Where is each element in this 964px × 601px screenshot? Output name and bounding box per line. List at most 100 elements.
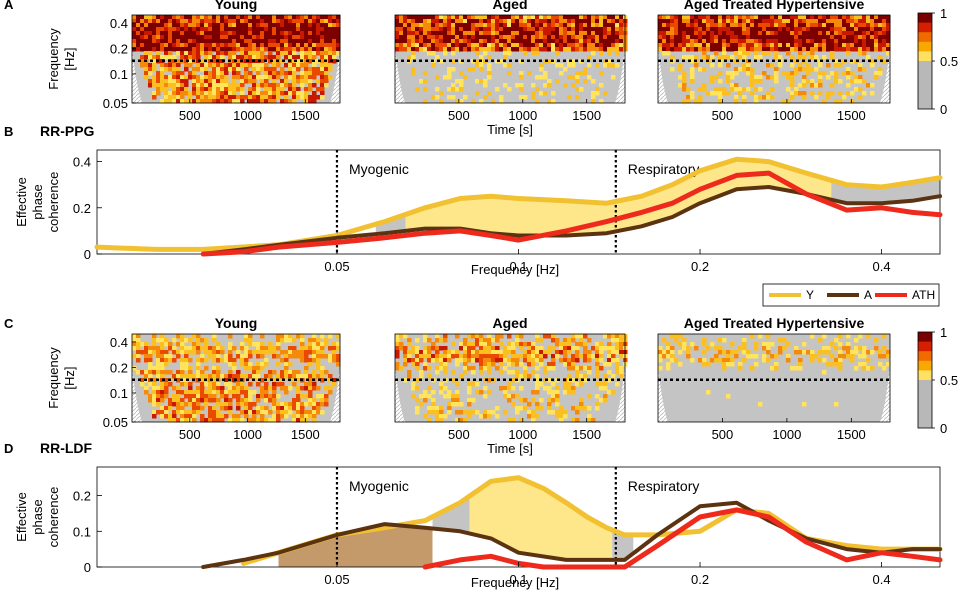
heatmap-cell bbox=[332, 346, 337, 351]
heatmap-cell bbox=[316, 362, 321, 367]
heatmap-cell bbox=[264, 15, 269, 20]
heatmap-cell bbox=[710, 35, 715, 40]
heatmap-cell bbox=[511, 342, 516, 347]
heatmap-cell bbox=[152, 342, 157, 347]
heatmap-cell bbox=[272, 350, 277, 355]
heatmap-cell bbox=[467, 342, 472, 347]
heatmap-cell bbox=[547, 15, 552, 20]
heatmap-cell bbox=[156, 43, 161, 48]
heatmap-cell bbox=[742, 342, 747, 347]
heatmap-cell bbox=[539, 35, 544, 40]
heatmap-cell bbox=[272, 99, 277, 104]
heatmap-cell bbox=[407, 354, 412, 359]
heatmap-cell bbox=[264, 350, 269, 355]
heatmap-cell bbox=[818, 35, 823, 40]
heatmap-cell bbox=[754, 31, 759, 36]
heatmap-cell bbox=[531, 370, 536, 375]
heatmap-cell bbox=[328, 51, 333, 56]
heatmap-cell bbox=[228, 354, 233, 359]
heatmap-cell bbox=[491, 31, 496, 36]
heatmap-cell bbox=[236, 55, 241, 60]
heatmap-cell bbox=[264, 71, 269, 76]
heatmap-cell bbox=[168, 402, 173, 407]
heatmap-cell bbox=[232, 91, 237, 96]
heatmap-cell bbox=[599, 71, 604, 76]
heatmap-cell bbox=[260, 75, 265, 80]
heatmap-cell bbox=[431, 39, 436, 44]
heatmap-cell bbox=[336, 23, 341, 28]
heatmap-cell bbox=[220, 39, 225, 44]
heatmap-cell bbox=[316, 346, 321, 351]
heatmap-cell bbox=[220, 19, 225, 24]
heatmap-cell bbox=[324, 39, 329, 44]
heatmap-cell bbox=[204, 91, 209, 96]
heatmap-cell bbox=[228, 342, 233, 347]
heatmap-cell bbox=[467, 23, 472, 28]
heatmap-cell bbox=[240, 15, 245, 20]
heatmap-cell bbox=[754, 99, 759, 104]
heatmap-cell bbox=[555, 338, 560, 343]
heatmap-cell bbox=[726, 55, 731, 60]
colorbar-segment bbox=[918, 13, 932, 24]
heatmap-cell bbox=[587, 350, 592, 355]
heatmap-cell bbox=[220, 67, 225, 72]
heatmap-cell bbox=[439, 31, 444, 36]
heatmap-cell bbox=[224, 15, 229, 20]
heatmap-cell bbox=[798, 19, 803, 24]
heatmap-cell bbox=[503, 63, 508, 68]
legend-label: Y bbox=[806, 288, 814, 302]
heatmap-cell bbox=[818, 47, 823, 52]
heatmap-cell bbox=[507, 15, 512, 20]
heatmap-cell bbox=[734, 71, 739, 76]
heatmap-cell bbox=[280, 83, 285, 88]
heatmap-cell bbox=[754, 27, 759, 32]
heatmap-cell bbox=[475, 350, 480, 355]
heatmap-cell bbox=[184, 23, 189, 28]
heatmap-cell bbox=[144, 346, 149, 351]
heatmap-cell bbox=[790, 83, 795, 88]
heatmap-cell bbox=[268, 19, 273, 24]
heatmap-cell bbox=[603, 362, 608, 367]
heatmap-cell bbox=[336, 346, 341, 351]
heatmap-cell bbox=[260, 63, 265, 68]
heatmap-cell bbox=[216, 99, 221, 104]
heatmap-cell bbox=[507, 342, 512, 347]
heatmap-cell bbox=[188, 63, 193, 68]
heatmap-cell bbox=[834, 31, 839, 36]
heatmap-cell bbox=[240, 35, 245, 40]
heatmap-cell bbox=[284, 75, 289, 80]
x-tick-label: 500 bbox=[448, 427, 470, 442]
heatmap-cell bbox=[228, 47, 233, 52]
heatmap-cell bbox=[451, 59, 456, 64]
heatmap-cell bbox=[184, 346, 189, 351]
heatmap-cell bbox=[463, 75, 468, 80]
heatmap-cell bbox=[523, 23, 528, 28]
heatmap-cell bbox=[599, 15, 604, 20]
heatmap-cell bbox=[523, 358, 528, 363]
heatmap-cell bbox=[423, 39, 428, 44]
heatmap-cell bbox=[224, 39, 229, 44]
heatmap-cell bbox=[591, 39, 596, 44]
heatmap-cell bbox=[535, 99, 540, 104]
heatmap-cell bbox=[439, 410, 444, 415]
heatmap-cell bbox=[535, 23, 540, 28]
heatmap-cell bbox=[479, 31, 484, 36]
heatmap-cell bbox=[320, 402, 325, 407]
heatmap-cell bbox=[236, 15, 241, 20]
heatmap-cell bbox=[702, 39, 707, 44]
cone-of-influence-left bbox=[395, 364, 405, 422]
heatmap-cell bbox=[523, 19, 528, 24]
heatmap-cell bbox=[591, 35, 596, 40]
heatmap-cell bbox=[531, 39, 536, 44]
heatmap-cell bbox=[140, 370, 145, 375]
heatmap-cell bbox=[196, 358, 201, 363]
heatmap-cell bbox=[686, 346, 691, 351]
heatmap-cell bbox=[244, 394, 249, 399]
heatmap-cell bbox=[475, 27, 480, 32]
heatmap-cell bbox=[455, 47, 460, 52]
heatmap-cell bbox=[212, 55, 217, 60]
heatmap-cell bbox=[435, 87, 440, 92]
heatmap-cell bbox=[491, 39, 496, 44]
heatmap-cell bbox=[818, 91, 823, 96]
heatmap-cell bbox=[559, 358, 564, 363]
